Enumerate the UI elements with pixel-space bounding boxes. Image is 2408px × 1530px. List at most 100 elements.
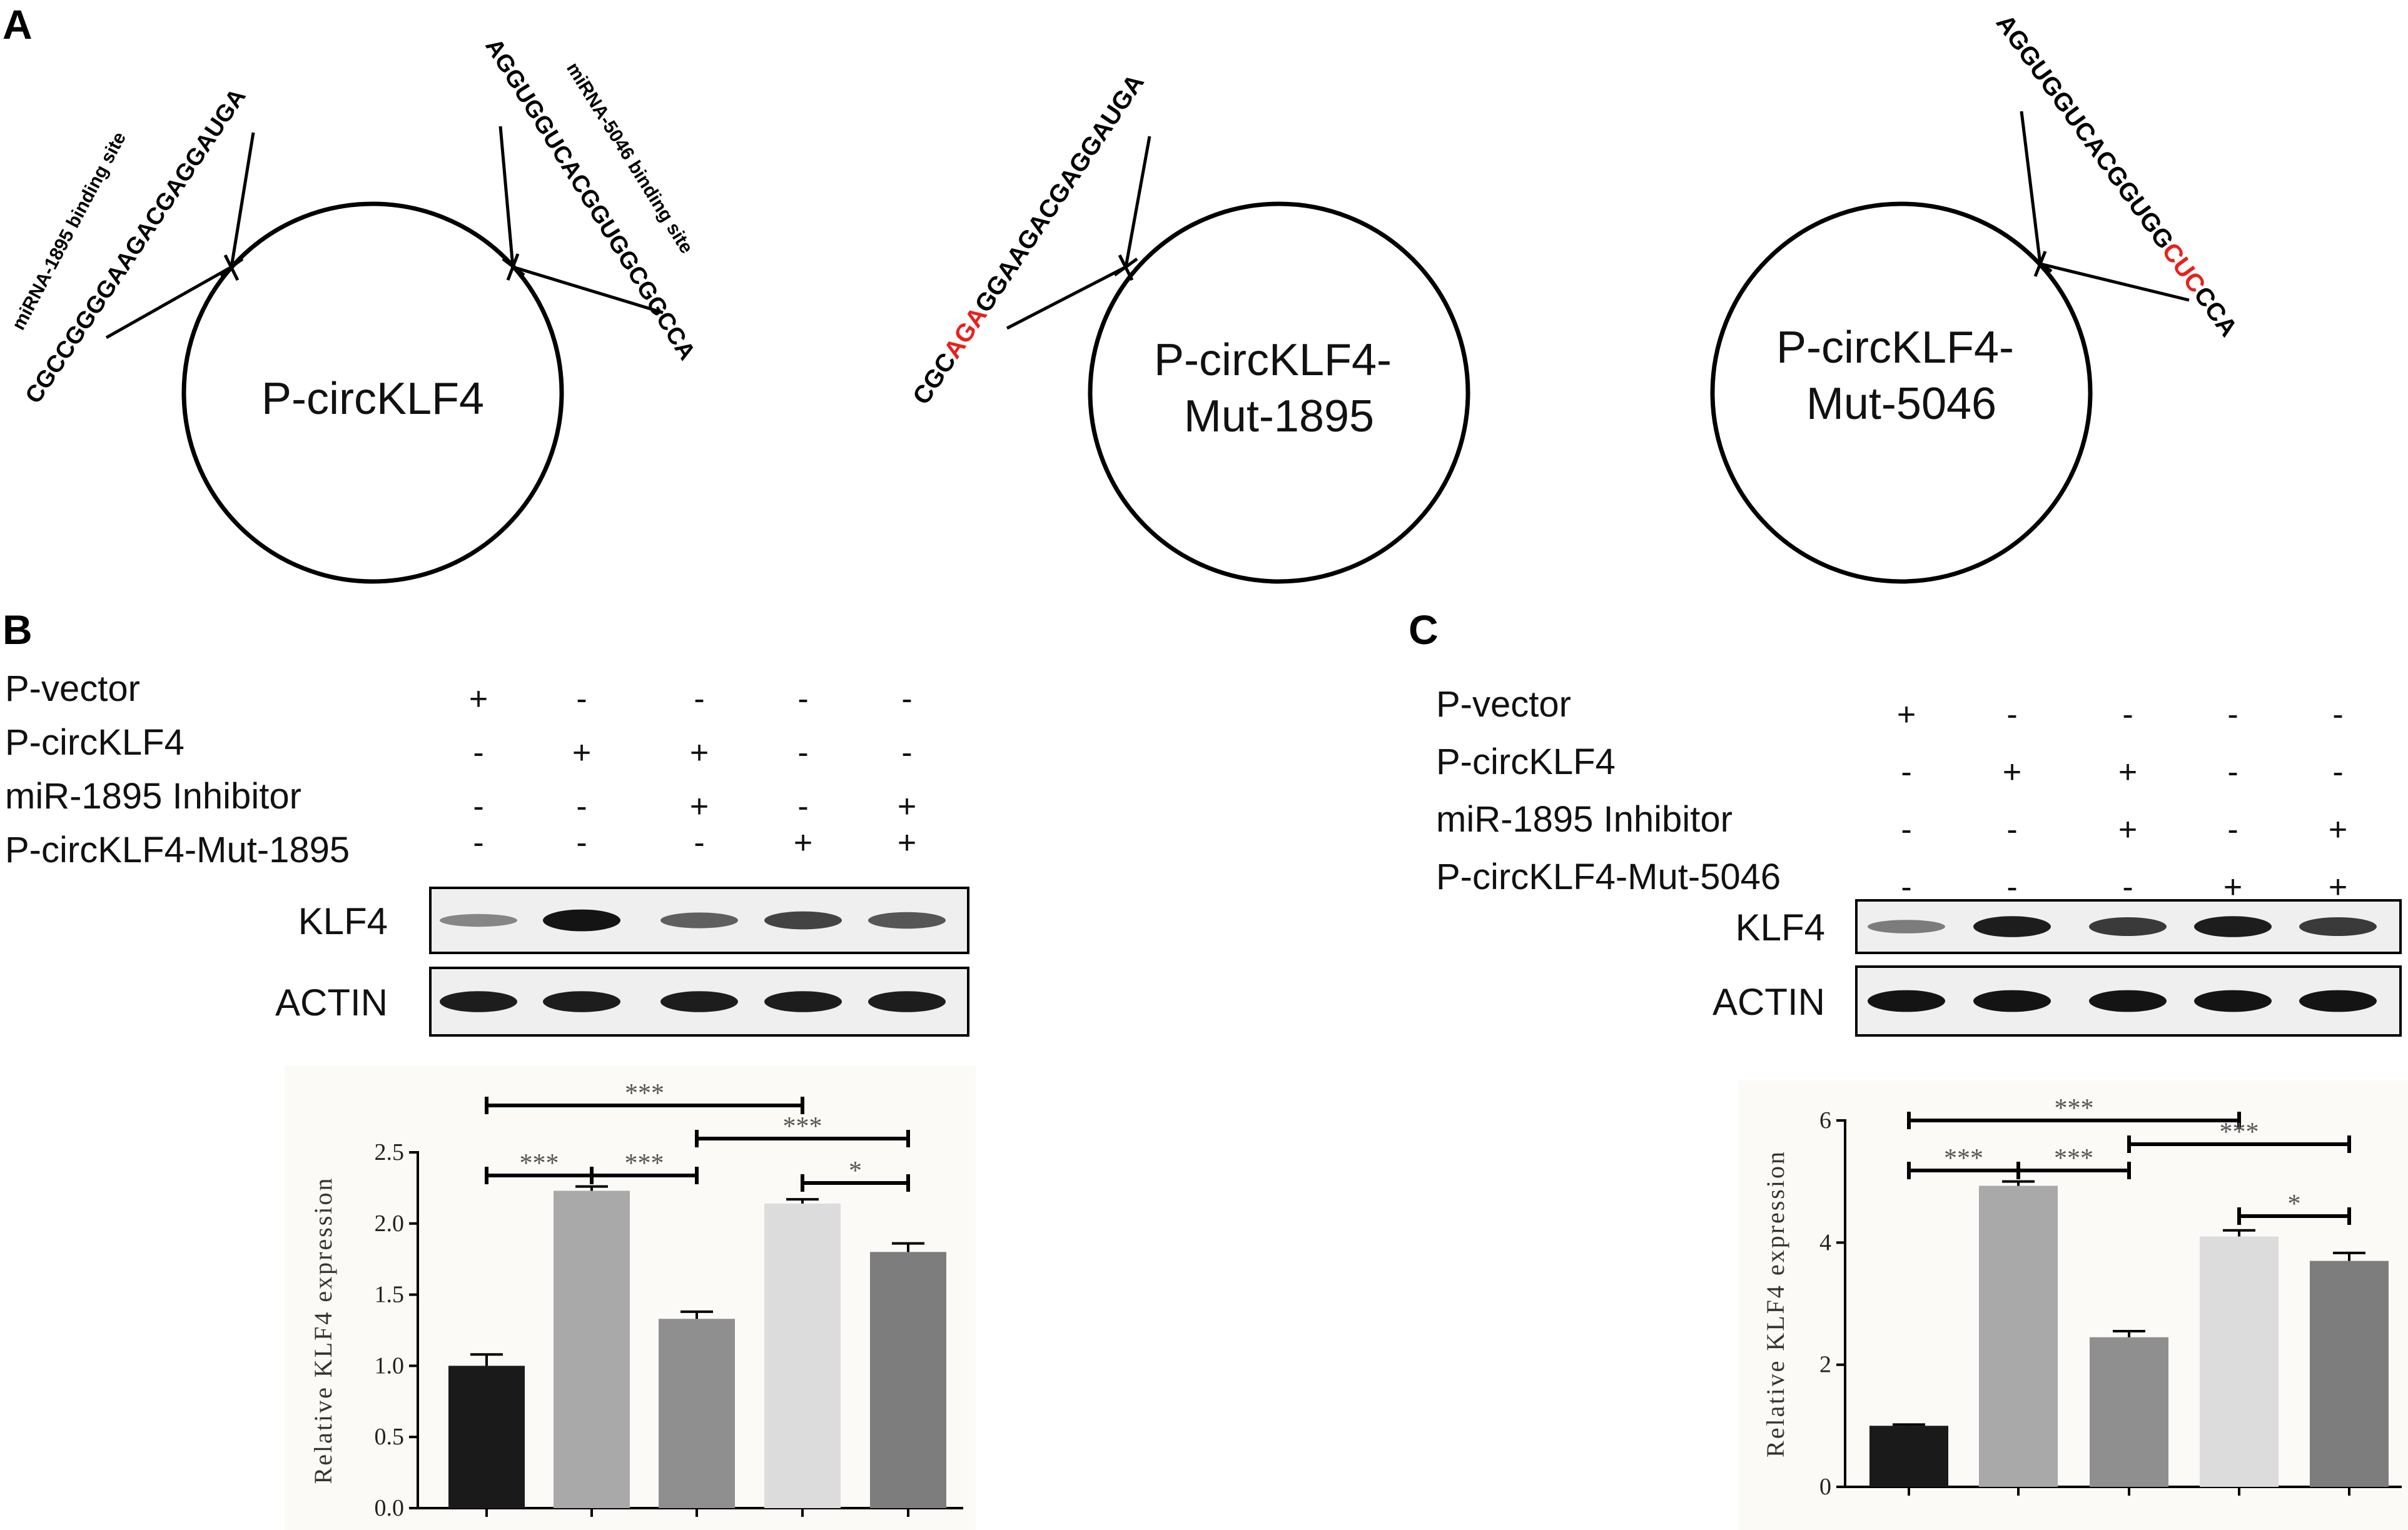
treatment-sign: + — [794, 825, 812, 861]
treatment-sign: + — [2118, 812, 2137, 848]
treatment-sign: + — [572, 735, 591, 771]
panel-c-letter: C — [1409, 606, 1439, 653]
treatment-sign: - — [1901, 754, 1911, 790]
site-line — [230, 132, 255, 268]
significance-label: *** — [783, 1112, 822, 1141]
plasmid-label: P-circKLF4 — [261, 374, 484, 424]
plasmid-circle — [181, 201, 564, 584]
blot-band — [440, 991, 517, 1012]
significance-bracket: *** — [485, 1149, 594, 1184]
bar-chart-b: 0.0 0.5 1.0 1.5 2.0 2.5 Relative KLF4 expressi… — [309, 1079, 963, 1521]
blot-band — [2194, 916, 2272, 937]
treatment-sign: + — [2003, 754, 2021, 790]
panel-b-letter: B — [3, 606, 33, 653]
treatment-sign: - — [2006, 812, 2017, 848]
blot-band — [2089, 990, 2167, 1012]
site-line — [2020, 111, 2042, 264]
bar — [764, 1203, 841, 1508]
blot-band — [543, 991, 620, 1012]
plasmid-label: P-circKLF4- Mut-5046 — [1776, 323, 2026, 429]
blot-band — [764, 911, 842, 930]
plasmid-circle — [1088, 201, 1470, 584]
bar — [1869, 1426, 1948, 1487]
site-line — [1124, 136, 1151, 268]
significance-bracket: *** — [1907, 1094, 2241, 1129]
site-label-5046: miRNA-5046 binding site — [562, 59, 697, 257]
blot-band — [1868, 990, 1945, 1012]
treatment-row-label: miR-1895 Inhibitor — [1436, 799, 1733, 840]
chart-c-background — [1739, 1080, 2408, 1530]
blot-band — [2194, 990, 2272, 1012]
plasmid-p-circklf4-mut-1895: P-circKLF4- Mut-1895 CGCAGAGGAAGACGAGGAU… — [908, 69, 1470, 584]
bar — [554, 1190, 630, 1508]
significance-label: *** — [625, 1149, 664, 1178]
western-blot-c: KLF4 ACTIN — [1712, 899, 2402, 1037]
treatment-sign: + — [2329, 812, 2347, 848]
y-tick-label: 6 — [1819, 1107, 1831, 1134]
panel-a-letter: A — [3, 1, 33, 48]
blot-band — [660, 991, 738, 1012]
site-tick — [223, 254, 240, 281]
y-tick-label: 1.0 — [375, 1352, 405, 1379]
significance-label: *** — [1944, 1144, 1983, 1173]
significance-label: * — [2288, 1190, 2301, 1219]
blot-band — [2089, 917, 2167, 936]
site-line — [2040, 262, 2190, 302]
treatment-sign: - — [2122, 869, 2133, 905]
treatment-sign: - — [2227, 754, 2238, 790]
treatment-sign: - — [576, 788, 587, 825]
significance-bracket: * — [2237, 1190, 2351, 1225]
treatment-sign: - — [473, 735, 483, 771]
treatment-sign: - — [473, 825, 483, 861]
blot-label: KLF4 — [298, 900, 388, 942]
plasmid-circle — [1710, 201, 2093, 584]
site-line — [105, 265, 233, 340]
treatment-row-label: P-circKLF4 — [1436, 742, 1616, 782]
bar — [448, 1366, 525, 1508]
treatment-sign: - — [2006, 697, 2017, 733]
treatment-sign: - — [2122, 697, 2133, 733]
bar — [659, 1319, 735, 1508]
y-tick-label: 4 — [1819, 1229, 1831, 1256]
site-tick — [2033, 251, 2047, 277]
blot-band — [660, 912, 738, 929]
bar — [1979, 1185, 2058, 1487]
treatment-row-label: P-circKLF4-Mut-5046 — [1436, 857, 1781, 897]
blot-band — [1973, 916, 2051, 937]
significance-bracket: *** — [1907, 1144, 2020, 1179]
treatment-sign: + — [898, 825, 916, 861]
significance-label: *** — [520, 1149, 559, 1178]
y-axis-title: Relative KLF4 expression — [1761, 1150, 1789, 1457]
treatment-sign: - — [694, 825, 704, 861]
treatment-sign: + — [690, 788, 709, 825]
blot-label: KLF4 — [1736, 907, 1825, 949]
treatment-sign: - — [797, 788, 808, 825]
significance-label: *** — [2055, 1094, 2094, 1123]
treatment-sign: - — [1901, 869, 1911, 905]
site-line — [512, 265, 664, 315]
treatment-sign: - — [576, 681, 587, 717]
y-axis-title: Relative KLF4 expression — [309, 1177, 337, 1484]
bar — [2200, 1236, 2279, 1487]
blot-band — [543, 909, 620, 932]
y-tick-label: 2.5 — [375, 1139, 405, 1165]
significance-label: *** — [2054, 1144, 2093, 1173]
significance-label: * — [849, 1157, 862, 1185]
treatment-sign: - — [2006, 869, 2017, 905]
western-blot-b: KLF4 ACTIN — [275, 887, 969, 1037]
blot-band — [1973, 990, 2051, 1012]
plasmid-label: P-circKLF4- Mut-1895 — [1154, 335, 1404, 441]
y-tick-label: 2.0 — [375, 1210, 405, 1237]
y-tick-label: 0.5 — [375, 1424, 405, 1450]
treatment-sign: - — [2332, 697, 2343, 733]
bar — [2090, 1337, 2168, 1487]
y-tick-label: 1.5 — [375, 1282, 405, 1308]
treatment-row-label: P-circKLF4 — [5, 722, 185, 763]
treatment-sign: + — [898, 788, 916, 825]
site-line — [498, 126, 515, 268]
bar — [870, 1252, 946, 1508]
treatment-row-label: P-vector — [1436, 684, 1571, 725]
blot-label: ACTIN — [275, 982, 388, 1024]
